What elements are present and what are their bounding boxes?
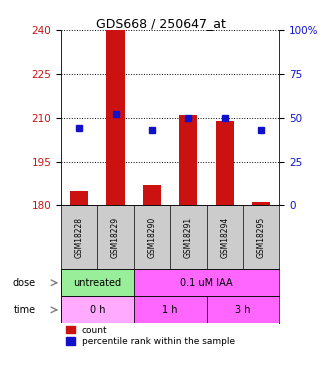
Text: GSM18294: GSM18294 xyxy=(220,217,229,258)
Bar xyxy=(216,121,234,206)
Bar xyxy=(107,30,125,206)
Bar xyxy=(143,185,161,206)
Bar xyxy=(61,269,134,296)
Bar xyxy=(206,296,279,323)
Text: dose: dose xyxy=(13,278,36,288)
Text: GSM18291: GSM18291 xyxy=(184,217,193,258)
Text: 3 h: 3 h xyxy=(235,305,251,315)
Text: GSM18290: GSM18290 xyxy=(147,217,156,258)
Text: GSM18228: GSM18228 xyxy=(75,217,84,258)
Bar xyxy=(134,269,279,296)
Text: 0.1 uM IAA: 0.1 uM IAA xyxy=(180,278,233,288)
Bar xyxy=(70,191,88,206)
Bar xyxy=(252,202,270,206)
Text: 1 h: 1 h xyxy=(162,305,178,315)
Text: GSM18295: GSM18295 xyxy=(256,217,265,258)
Text: 0 h: 0 h xyxy=(90,305,105,315)
Bar xyxy=(179,115,197,206)
Text: time: time xyxy=(14,305,36,315)
Text: GDS668 / 250647_at: GDS668 / 250647_at xyxy=(96,17,225,30)
Bar xyxy=(134,296,206,323)
Text: GSM18229: GSM18229 xyxy=(111,217,120,258)
Text: untreated: untreated xyxy=(73,278,121,288)
Bar xyxy=(61,296,134,323)
Legend: count, percentile rank within the sample: count, percentile rank within the sample xyxy=(65,326,235,346)
